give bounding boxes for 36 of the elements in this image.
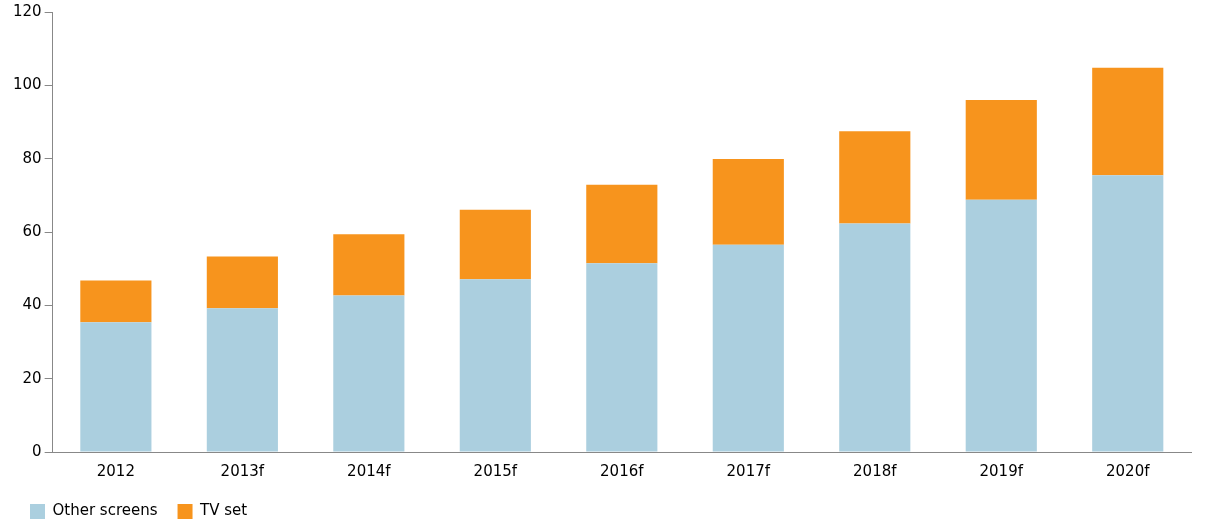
legend-label: TV set (199, 501, 248, 520)
bar (206, 308, 278, 452)
x-tick-label: 2014f (347, 461, 392, 480)
x-tick-label: 2012 (96, 461, 135, 480)
bar (1092, 67, 1164, 176)
x-tick-label: 2018f (853, 461, 898, 480)
bar (965, 199, 1037, 452)
bar (459, 279, 531, 452)
bar (965, 100, 1037, 200)
x-tick-label: 2016f (600, 461, 645, 480)
bar (206, 256, 278, 309)
bar (586, 184, 658, 264)
y-tick-label: 100 (12, 75, 42, 94)
bar (586, 263, 658, 452)
y-tick-label: 120 (12, 1, 42, 20)
bar (80, 280, 152, 323)
y-tick-label: 80 (22, 148, 42, 167)
bar (839, 131, 911, 224)
x-tick-label: 2019f (979, 461, 1024, 480)
bar (459, 209, 531, 280)
bar (712, 159, 784, 245)
bar (712, 244, 784, 452)
y-tick-label: 60 (22, 221, 42, 240)
x-tick-label: 2015f (473, 461, 518, 480)
x-tick-label: 2020f (1106, 461, 1151, 480)
y-tick-label: 20 (22, 368, 42, 387)
x-tick-label: 2013f (220, 461, 265, 480)
y-tick-label: 0 (32, 441, 42, 460)
bar (839, 223, 911, 452)
bar (333, 295, 405, 452)
bar (1092, 175, 1164, 452)
legend-label: Other screens (52, 501, 158, 520)
bar (80, 322, 152, 452)
y-tick-label: 40 (22, 295, 42, 314)
x-tick-label: 2017f (726, 461, 771, 480)
bar (333, 234, 405, 296)
